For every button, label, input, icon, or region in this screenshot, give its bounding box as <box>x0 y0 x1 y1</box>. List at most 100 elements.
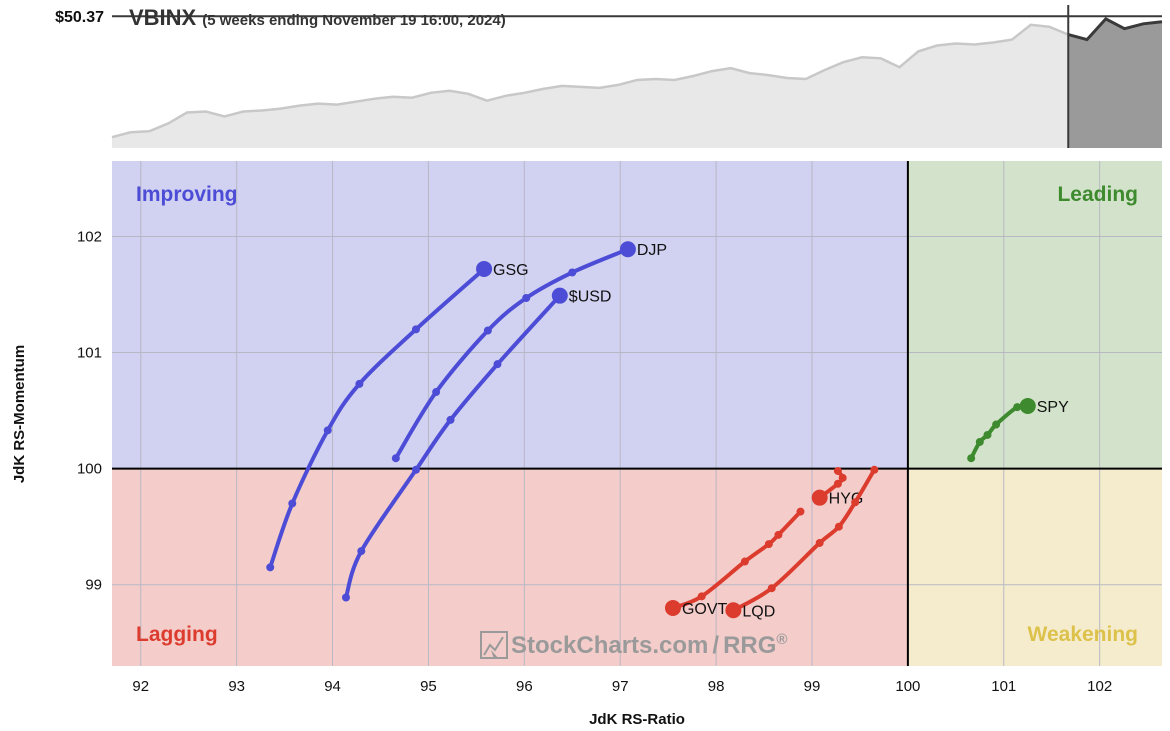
y-tick-label: 102 <box>77 228 102 245</box>
series-point-hyg <box>833 479 842 488</box>
series-spy: SPY <box>967 397 1069 463</box>
series-lqd: LQD <box>725 465 879 620</box>
series-point-spy <box>967 454 976 463</box>
series-point-djp <box>483 326 492 335</box>
quadrant-label-improving: Improving <box>136 183 238 206</box>
series-point-spy <box>1013 403 1022 412</box>
series-govt: GOVT <box>664 507 805 618</box>
series-point-lqd <box>815 538 824 547</box>
series-point-lqd <box>834 522 843 531</box>
quadrant-label-leading: Leading <box>1057 183 1138 206</box>
series-djp: DJP <box>391 241 667 463</box>
series-point-usd <box>493 360 502 369</box>
series-label-govt: GOVT <box>682 601 728 618</box>
series-gsg: GSG <box>266 260 529 572</box>
series-point-gsg <box>266 563 275 572</box>
stockcharts-watermark: StockCharts.com / RRG® <box>480 631 787 659</box>
price-highlight-line <box>1067 17 1163 42</box>
series-point-usd <box>357 547 366 556</box>
series-head-djp <box>619 241 636 258</box>
stockcharts-logo-icon <box>480 631 508 659</box>
series-point-hyg <box>833 466 842 475</box>
quadrant-weakening <box>907 468 1162 666</box>
chart-title: VBINX (5 weeks ending November 19 16:00, … <box>129 5 506 30</box>
x-axis-label: JdK RS-Ratio <box>589 711 685 728</box>
series-label-djp: DJP <box>637 242 667 259</box>
x-tick-label: 102 <box>1087 678 1112 695</box>
y-tick-label: 101 <box>77 345 102 362</box>
axis-ticks: 92 93 94 95 96 97 98 99 100 101 102 99 100 101 102 <box>77 228 1112 695</box>
x-tick-label: 100 <box>895 678 920 695</box>
series-head-govt <box>664 599 681 616</box>
price-label: $50.37 <box>55 9 104 26</box>
series-point-govt <box>774 530 783 539</box>
x-tick-label: 99 <box>804 678 821 695</box>
series-point-govt <box>697 592 706 601</box>
series-head-spy <box>1019 397 1036 414</box>
quadrant-improving <box>112 161 908 469</box>
series-usd: $USD <box>341 287 612 602</box>
quadrant-leading <box>907 161 1162 469</box>
series-point-gsg <box>355 379 364 388</box>
series-point-djp <box>568 268 577 277</box>
series-point-govt <box>796 507 805 516</box>
x-tick-label: 92 <box>132 678 149 695</box>
chart-subtitle: (5 weeks ending November 19 16:00, 2024) <box>202 12 505 29</box>
watermark-rrg: RRG <box>723 632 776 659</box>
price-highlight-area <box>1068 18 1162 149</box>
series-point-spy <box>975 437 984 446</box>
y-tick-label: 100 <box>77 461 102 478</box>
center-axes <box>112 161 1162 666</box>
series-head-hyg <box>811 489 828 506</box>
y-tick-label: 99 <box>85 577 102 594</box>
x-tick-label: 98 <box>708 678 725 695</box>
series-point-hyg <box>838 473 847 482</box>
series-point-djp <box>522 293 531 302</box>
series-label-gsg: GSG <box>493 262 529 279</box>
series-point-lqd <box>870 465 879 474</box>
x-tick-label: 94 <box>324 678 341 695</box>
x-tick-label: 95 <box>420 678 437 695</box>
series-point-govt <box>740 557 749 566</box>
watermark-separator: / <box>712 632 719 659</box>
series-tail-gsg <box>268 267 487 570</box>
series-point-lqd <box>767 584 776 593</box>
watermark-text: StockCharts.com / RRG® <box>511 631 787 659</box>
benchmark-price-line <box>111 17 1163 139</box>
series-point-usd <box>341 593 350 602</box>
quadrant-label-weakening: Weakening <box>1028 623 1138 646</box>
quadrant-backgrounds <box>112 161 1162 666</box>
series-head-gsg <box>476 260 493 277</box>
series-point-lqd <box>851 498 860 507</box>
series-label-spy: SPY <box>1037 399 1069 416</box>
y-axis-label: JdK RS-Momentum <box>11 345 28 483</box>
series-point-usd <box>411 465 420 474</box>
x-tick-label: 96 <box>516 678 533 695</box>
series-point-govt <box>764 540 773 549</box>
quadrant-label-lagging: Lagging <box>136 623 218 646</box>
x-tick-label: 97 <box>612 678 629 695</box>
benchmark-price-panel: $50.37 VBINX (5 weeks ending November 19 … <box>55 5 1163 149</box>
series-point-gsg <box>411 325 420 334</box>
watermark-brand: StockCharts.com <box>511 632 708 659</box>
series-head-usd <box>551 287 568 304</box>
series-point-spy <box>983 430 992 439</box>
registered-mark: ® <box>776 631 787 648</box>
series-point-djp <box>432 388 441 397</box>
series-point-spy <box>992 420 1001 429</box>
quadrant-lagging <box>112 468 908 666</box>
series-point-usd <box>446 415 455 424</box>
series-label-lqd: LQD <box>742 603 775 620</box>
symbol: VBINX <box>129 5 197 30</box>
x-tick-label: 101 <box>991 678 1016 695</box>
series-point-gsg <box>288 499 297 508</box>
x-tick-label: 93 <box>228 678 245 695</box>
series-point-gsg <box>323 426 332 435</box>
benchmark-price-area <box>112 18 1162 149</box>
quadrant-labels: Improving Leading Lagging Weakening <box>136 183 1138 646</box>
series-head-lqd <box>725 602 742 619</box>
series-point-djp <box>391 454 400 463</box>
series-label-usd: $USD <box>569 289 612 306</box>
